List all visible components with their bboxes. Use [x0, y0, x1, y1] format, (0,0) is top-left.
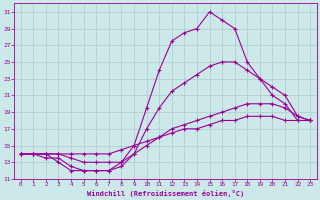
X-axis label: Windchill (Refroidissement éolien,°C): Windchill (Refroidissement éolien,°C)	[87, 190, 244, 197]
